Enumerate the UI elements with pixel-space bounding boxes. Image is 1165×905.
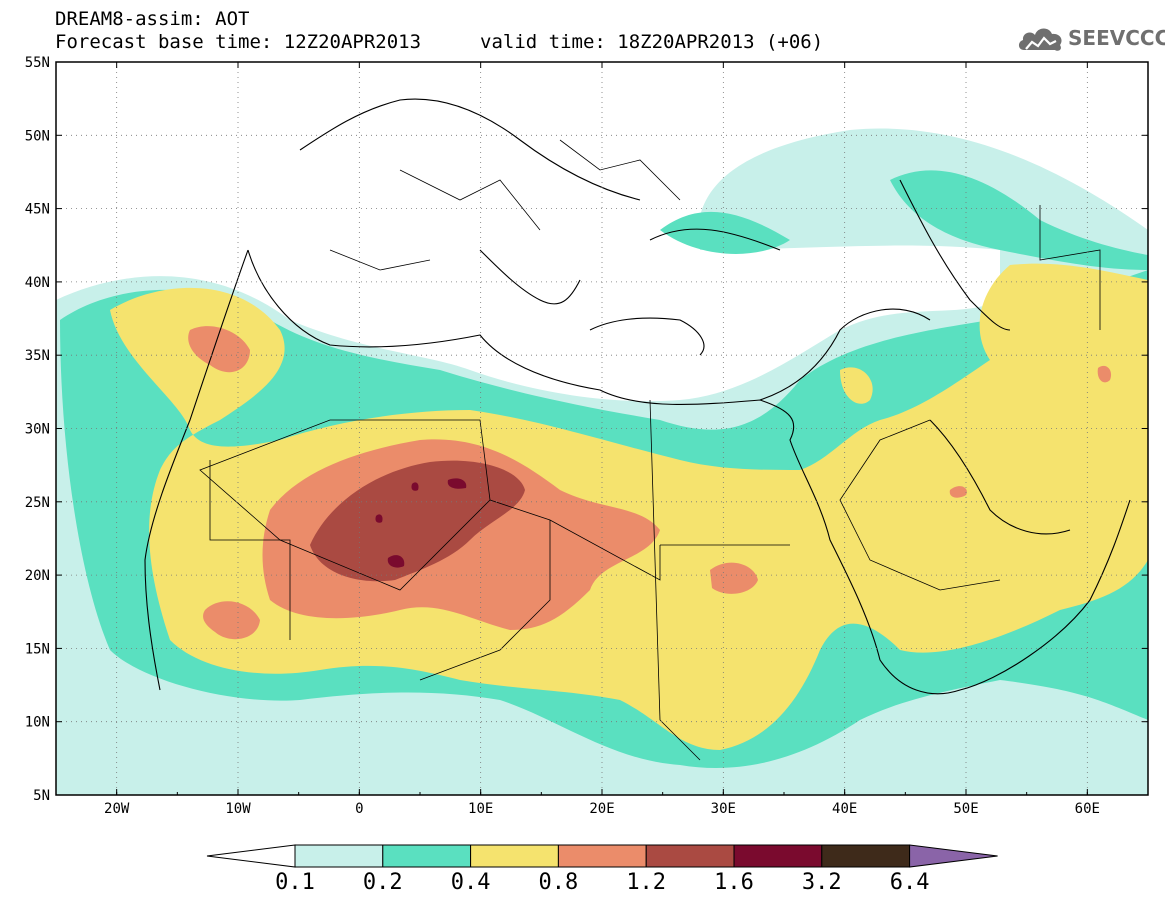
lon-label: 10E — [468, 801, 493, 817]
seevccc-logo: SEEVCCC — [1016, 22, 1165, 56]
colorbar-box — [557, 844, 647, 868]
aot-band-0.4 — [110, 263, 1148, 750]
lat-label: 15N — [25, 641, 50, 657]
colorbar-label: 0.4 — [451, 870, 491, 895]
lon-label: 30E — [711, 801, 736, 817]
aot-band-1.6 — [375, 478, 467, 568]
colorbar-label: 1.2 — [626, 870, 666, 895]
colorbar-label: 0.2 — [363, 870, 403, 895]
lon-label: 50E — [953, 801, 978, 817]
aot-contours — [56, 62, 1148, 795]
lon-label: 0 — [355, 801, 363, 817]
colorbar-over-arrow — [909, 844, 998, 868]
lat-label: 50N — [25, 128, 50, 144]
lat-label: 35N — [25, 348, 50, 364]
colorbar-box — [821, 844, 911, 868]
valid-time: valid time: 18Z20APR2013 (+06) — [480, 31, 824, 53]
lon-label: 20W — [104, 801, 130, 817]
colorbar-under-arrow — [206, 844, 296, 868]
cloud-icon — [1018, 28, 1062, 51]
lat-labels: 55N 50N 45N 40N 35N 30N 25N 20N 15N 10N 5N — [25, 55, 50, 804]
graticule — [56, 62, 1148, 795]
colorbar-box — [470, 844, 559, 868]
lon-labels: 20W 10W 0 10E 20E 30E 40E 50E 60E — [104, 801, 1100, 817]
logo-text: SEEVCCC — [1068, 26, 1165, 50]
forecast-base-time: Forecast base time: 12Z20APR2013 — [55, 31, 422, 53]
lon-label: 10W — [225, 801, 251, 817]
colorbar-box — [733, 844, 823, 868]
aot-band-1.2 — [310, 460, 525, 582]
lat-label: 30N — [25, 422, 50, 438]
colorbar-label: 0.1 — [275, 870, 315, 895]
lat-label: 45N — [25, 202, 50, 218]
lat-label: 40N — [25, 275, 50, 291]
lat-label: 5N — [33, 788, 50, 804]
map-title: DREAM8-assim: AOT — [55, 8, 250, 30]
lon-label: 60E — [1075, 801, 1100, 817]
colorbar-label: 6.4 — [890, 870, 930, 895]
lon-label: 20E — [589, 801, 614, 817]
colorbar-box — [382, 844, 472, 868]
lat-label: 25N — [25, 495, 50, 511]
lat-label: 10N — [25, 715, 50, 731]
colorbar-label: 0.8 — [539, 870, 579, 895]
country-borders — [199, 139, 1101, 761]
lat-label: 55N — [25, 55, 50, 71]
lat-label: 20N — [25, 568, 50, 584]
axis-ticks — [55, 61, 1149, 796]
colorbar-label: 3.2 — [802, 870, 842, 895]
colorbar-label: 1.6 — [714, 870, 754, 895]
colorbar-box — [294, 844, 384, 868]
coastlines — [144, 98, 1131, 695]
lon-label: 40E — [832, 801, 857, 817]
colorbar-box — [645, 844, 735, 868]
